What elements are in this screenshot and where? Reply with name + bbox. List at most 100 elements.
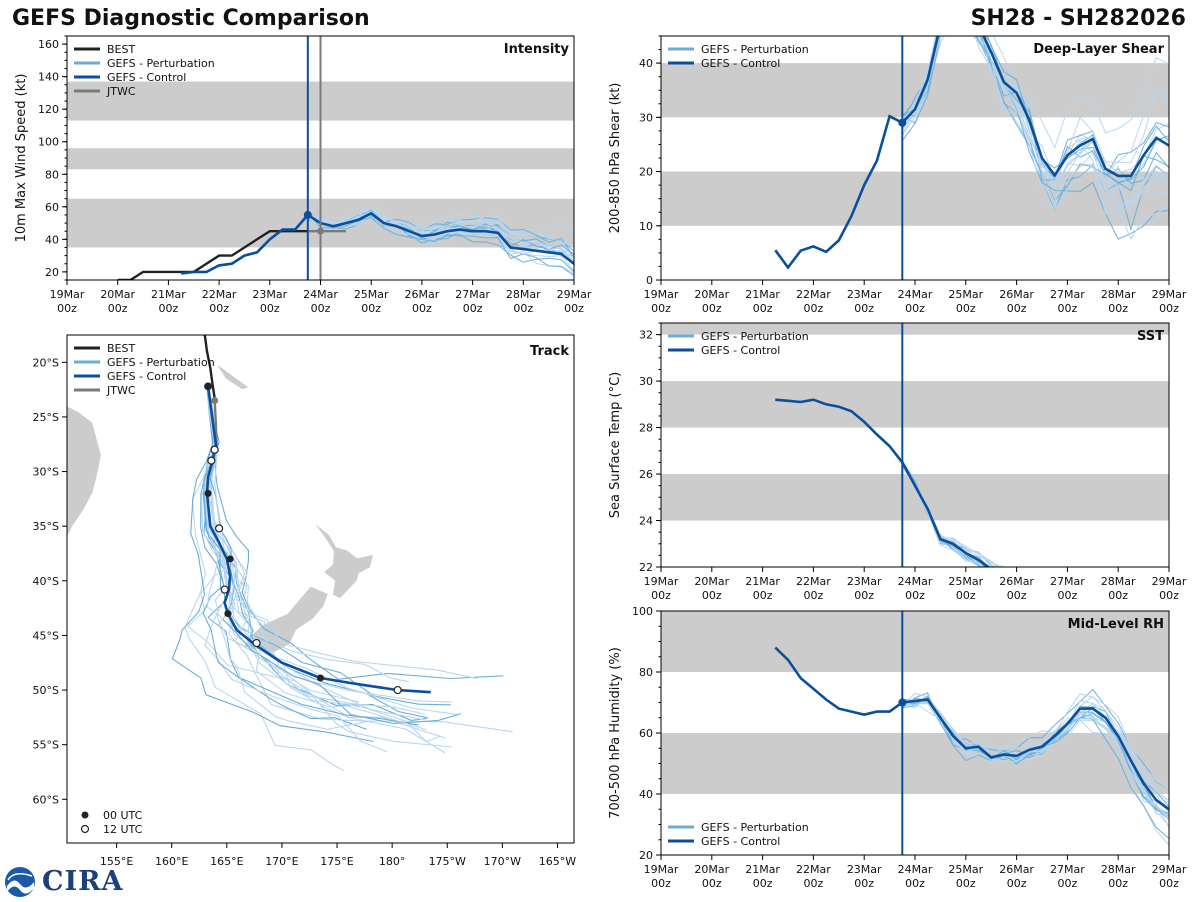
rh-ytick-label: 20 [639, 849, 653, 862]
legend-label: BEST [107, 43, 135, 56]
rh-ytick-label: 100 [632, 605, 653, 618]
sst-xtick-label: 25Mar [948, 575, 983, 588]
intensity-xtick-label: 21Mar [151, 288, 186, 301]
rh-xtick-label: 25Mar [948, 863, 983, 876]
rh-xtick-sublabel: 00z [1108, 877, 1128, 890]
rh-xtick-sublabel: 00z [702, 877, 722, 890]
intensity-xtick-label: 23Mar [252, 288, 287, 301]
sst-band [661, 323, 1169, 335]
shear-xtick-sublabel: 00z [1159, 302, 1179, 315]
intensity-xtick-label: 22Mar [202, 288, 237, 301]
rh-ylabel: 700-500 hPa Humidity (%) [608, 647, 623, 819]
shear-xtick-label: 20Mar [694, 288, 729, 301]
track-12utc-marker [220, 585, 229, 594]
rh-xtick-label: 21Mar [745, 863, 780, 876]
rh-xtick-label: 24Mar [898, 863, 933, 876]
rh-xtick-sublabel: 00z [1058, 877, 1078, 890]
storm-id-title: SH28 - SH282026 [970, 6, 1186, 31]
sst-xtick-label: 20Mar [694, 575, 729, 588]
rh-band [661, 611, 1169, 672]
track-lon-label: 170°W [484, 855, 521, 868]
track-map-area [67, 335, 513, 772]
sst-xtick-sublabel: 00z [753, 589, 773, 602]
intensity-ytick-label: 120 [38, 103, 59, 116]
track-12utc-marker [207, 456, 216, 465]
sst-xtick-label: 29Mar [1152, 575, 1187, 588]
legend-label: GEFS - Control [701, 57, 780, 70]
track-lon-label: 160°E [155, 855, 188, 868]
sst-xtick-sublabel: 00z [651, 589, 671, 602]
track-perturbation-line [208, 386, 446, 739]
intensity-perturbation-line [307, 210, 574, 258]
track-lat-label: 45°S [33, 629, 59, 642]
shear-xtick-label: 27Mar [1050, 288, 1085, 301]
track-12utc-marker [210, 445, 219, 454]
track-perturbation-line [184, 386, 345, 772]
rh-ytick-label: 60 [639, 727, 653, 740]
legend-label: GEFS - Perturbation [107, 356, 215, 369]
rh-xtick-sublabel: 00z [1159, 877, 1179, 890]
sst-ytick-label: 30 [639, 375, 653, 388]
sst-xtick-label: 23Mar [847, 575, 882, 588]
rh-xtick-label: 22Mar [796, 863, 831, 876]
shear-xtick-sublabel: 00z [804, 302, 824, 315]
legend-label: GEFS - Control [701, 835, 780, 848]
track-00utc-marker [226, 555, 234, 563]
shear-xtick-label: 26Mar [999, 288, 1034, 301]
intensity-perturbation-line [307, 207, 574, 258]
shear-xtick-sublabel: 00z [702, 302, 722, 315]
intensity-xtick-sublabel: 00z [412, 302, 432, 315]
intensity-ytick-label: 100 [38, 136, 59, 149]
track-12utc-marker [252, 638, 261, 648]
shear-xtick-label: 21Mar [745, 288, 780, 301]
shear-ytick-label: 20 [639, 166, 653, 179]
sst-xtick-label: 27Mar [1050, 575, 1085, 588]
track-lat-label: 55°S [33, 739, 59, 752]
rh-xtick-sublabel: 00z [854, 877, 874, 890]
intensity-xtick-label: 28Mar [506, 288, 541, 301]
rh-title: Mid-Level RH [1068, 617, 1164, 632]
track-lon-label: 165°W [539, 855, 576, 868]
sst-panel: 22242628303219Mar00z20Mar00z21Mar00z22Ma… [608, 322, 1187, 602]
sst-xtick-sublabel: 00z [702, 589, 722, 602]
intensity-xtick-label: 20Mar [100, 288, 135, 301]
rh-plot-area [661, 611, 1169, 846]
track-lat-label: 25°S [33, 411, 59, 424]
legend-label: JTWC [106, 85, 136, 98]
sst-xtick-sublabel: 00z [804, 589, 824, 602]
track-00utc-marker [224, 610, 232, 618]
shear-xtick-sublabel: 00z [956, 302, 976, 315]
intensity-xtick-sublabel: 00z [513, 302, 533, 315]
rh-xtick-label: 28Mar [1101, 863, 1136, 876]
rh-ytick-label: 40 [639, 788, 653, 801]
rh-xtick-sublabel: 00z [753, 877, 773, 890]
track-lon-label: 175°E [320, 855, 353, 868]
track-lat-label: 50°S [33, 684, 59, 697]
sst-ytick-label: 32 [639, 329, 653, 342]
shear-xtick-label: 25Mar [948, 288, 983, 301]
sst-xtick-label: 22Mar [796, 575, 831, 588]
intensity-xtick-sublabel: 00z [209, 302, 229, 315]
rh-xtick-sublabel: 00z [905, 877, 925, 890]
sst-xtick-sublabel: 00z [1108, 589, 1128, 602]
legend-label: GEFS - Control [107, 370, 186, 383]
track-lat-label: 60°S [33, 793, 59, 806]
legend-label: BEST [107, 342, 135, 355]
track-jtwc-marker [211, 397, 219, 405]
intensity-ytick-label: 160 [38, 38, 59, 51]
track-title: Track [530, 344, 569, 359]
shear-xtick-sublabel: 00z [1058, 302, 1078, 315]
cira-logo: CIRA [4, 866, 123, 898]
rh-control-line [774, 646, 1169, 811]
legend-00utc-marker [81, 811, 89, 819]
legend-label: GEFS - Perturbation [701, 821, 809, 834]
sst-xtick-sublabel: 00z [854, 589, 874, 602]
noaa-emblem-icon [5, 867, 35, 897]
sst-xtick-label: 21Mar [745, 575, 780, 588]
shear-ytick-label: 10 [639, 220, 653, 233]
intensity-panel: 2040608010012014016019Mar00z20Mar00z21Ma… [14, 35, 592, 315]
shear-ylabel: 200-850 hPa Shear (kt) [608, 83, 623, 234]
track-perturbation-line [171, 385, 374, 743]
track-00utc-marker [317, 674, 324, 682]
